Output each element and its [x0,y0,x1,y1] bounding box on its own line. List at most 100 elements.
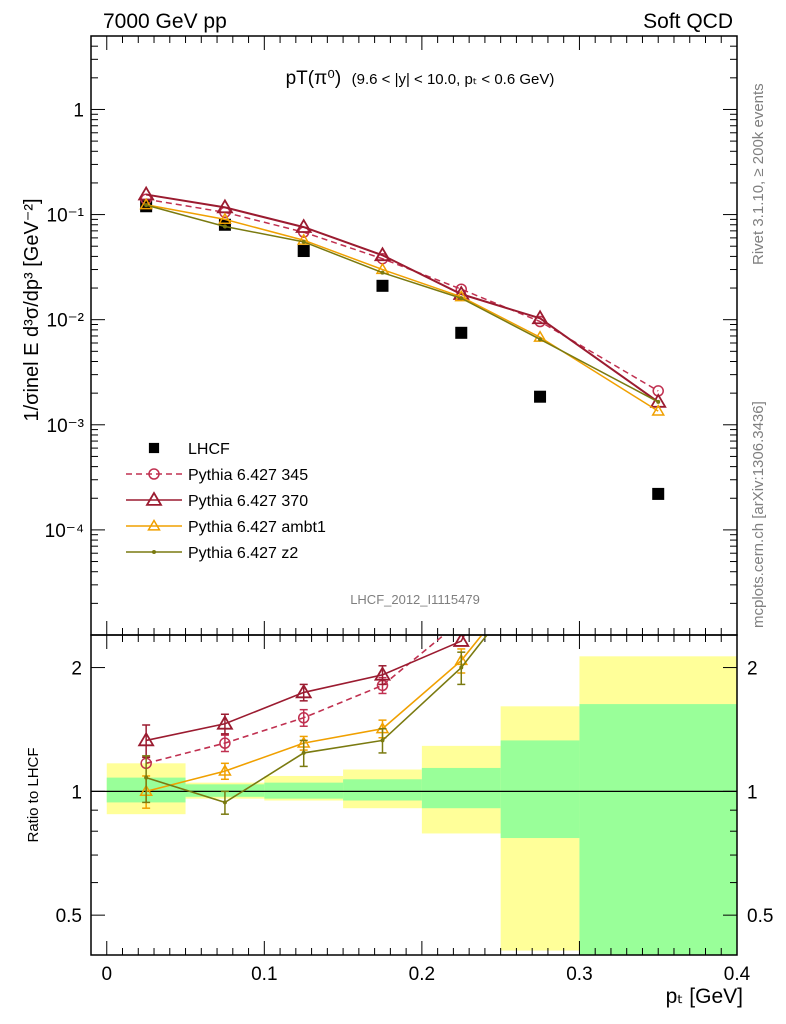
data-point [144,203,149,208]
x-tick-label: 0.4 [724,964,751,985]
data-point [301,239,306,244]
stat-uncertainty-band [500,740,580,839]
ratio-point [459,665,464,670]
header-left: 7000 GeV pp [103,10,227,33]
data-point [218,212,232,224]
data-point [222,224,227,229]
plot-title: pT(π⁰) (9.6 < |y| < 10.0, pₜ < 0.6 GeV) [286,68,555,89]
ratio-y-tick-label: 1 [71,782,82,803]
stat-uncertainty-band [579,704,737,955]
ratio-series-pythia-6-427-z2 [142,566,542,815]
ratio-y-axis-label: Ratio to LHCF [25,747,42,842]
y-tick-label: 10⁻⁴ [45,521,84,542]
data-point [652,487,665,500]
data-point [656,399,661,404]
ratio-point [218,764,232,776]
series-line [146,204,659,412]
ratio-panel-data [137,477,547,815]
legend-label: Pythia 6.427 345 [188,467,308,484]
data-point [216,198,234,214]
data-point [380,270,385,275]
series-line [145,193,659,403]
x-tick-label: 0.1 [251,964,277,985]
legend-marker [152,550,156,554]
data-point [534,390,547,403]
y-tick-label: 10⁻² [47,311,85,332]
ratio-point [216,714,234,730]
x-tick-label: 0.2 [409,964,435,985]
legend-label: LHCF [188,441,230,458]
data-point [454,289,469,302]
data-point [455,326,468,339]
header-right: Soft QCD [643,10,733,33]
stat-uncertainty-band [264,782,344,799]
legend-label: Pythia 6.427 ambt1 [188,519,326,536]
stat-uncertainty-band [185,784,265,797]
data-point [531,309,549,325]
ratio-series-pythia-6-427-370 [137,477,547,759]
main-y-axis-label: 1/σinel E d³σ/dp³ [GeV⁻²] [21,198,43,421]
legend-entry-pythia-6-427-370: Pythia 6.427 370 [126,491,308,510]
data-point [296,233,311,245]
ratio-y-tick-label: 2 [71,659,82,680]
ratio-point [301,750,306,755]
legend-label: Pythia 6.427 370 [188,493,308,510]
legend-entry-pythia-6-427-z2: Pythia 6.427 z2 [126,545,298,562]
ratio-y-tick-label: 0.5 [747,906,773,927]
series-line [145,204,659,403]
ratio-point [535,557,546,566]
ratio-point [219,737,231,749]
main-panel: 1 10⁻¹ 10⁻² 10⁻³ 10⁻⁴ LHCF Pythia 6.427 345 Py… [45,35,738,636]
y-tick-label: 10⁻³ [47,416,85,437]
x-axis-label: pₜ [GeV] [666,985,743,1008]
ratio-line [145,635,488,804]
data-point [373,246,392,262]
series-pythia-6-427-370 [137,185,667,408]
ratio-point [538,566,542,570]
legend-label: Pythia 6.427 z2 [188,545,298,562]
y-tick-label: 1 [73,100,84,121]
ratio-point [297,712,310,724]
ratio-line [145,635,483,793]
ratio-point [533,477,547,489]
data-point [139,197,153,210]
stat-uncertainty-band [343,779,422,801]
legend-entry-lhcf: LHCF [148,441,230,458]
series-pythia-6-427-ambt1 [139,197,666,416]
plot-title-sub: (9.6 < |y| < 10.0, pₜ < 0.6 GeV) [352,71,555,88]
data-point [538,337,543,342]
legend-marker [148,468,160,480]
ratio-point [452,635,470,647]
legend: LHCF Pythia 6.427 345 Pythia 6.427 370 Pyth… [126,441,326,562]
analysis-id: LHCF_2012_I1115479 [350,592,480,607]
legend-entry-pythia-6-427-345: Pythia 6.427 345 [126,467,308,484]
legend-entry-pythia-6-427-ambt1: Pythia 6.427 ambt1 [126,519,326,536]
x-tick-label: 0 [101,964,112,985]
ratio-point [373,666,392,681]
data-point [297,245,310,258]
ratio-point [222,800,227,805]
ratio-point [380,738,385,743]
ratio-y-tick-label: 0.5 [56,906,82,927]
ratio-point [535,492,545,502]
mcplots-label: mcplots.cern.ch [arXiv:1306.3436] [750,401,767,628]
ratio-panel-ticks: 0.5 0.5 1 1 2 2 0 0.1 0.2 0.3 0.4 [56,635,773,985]
main-panel-ticks: 1 10⁻¹ 10⁻² 10⁻³ 10⁻⁴ [45,35,738,635]
ratio-uncertainty-bands [91,656,737,955]
data-point [376,279,389,292]
data-point [651,404,666,416]
ratio-y-tick-label: 1 [747,782,758,803]
ratio-panel: 0.5 0.5 1 1 2 2 0 0.1 0.2 0.3 0.4 [56,477,773,985]
legend-marker [147,519,161,531]
plot-title-main: pT(π⁰) [286,68,342,89]
data-point [295,218,313,233]
series-pythia-6-427-z2 [144,203,661,404]
rivet-label: Rivet 3.1.10, ≥ 200k events [750,83,767,265]
main-panel-data [137,185,667,500]
ratio-point [144,775,149,780]
x-tick-label: 0.3 [566,964,592,985]
ratio-line [145,635,466,742]
legend-marker [145,491,163,506]
ratio-point [137,731,155,747]
